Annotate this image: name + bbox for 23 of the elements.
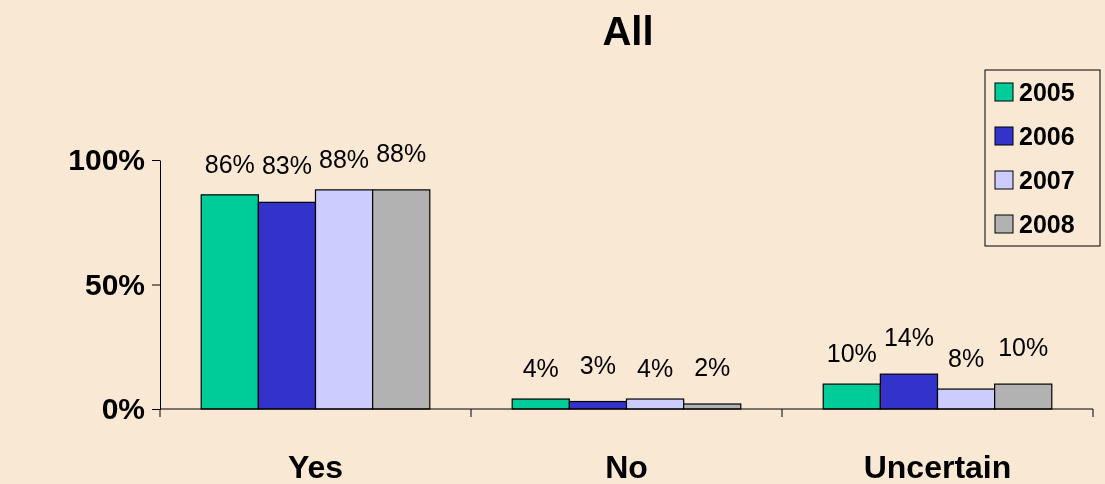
x-tick-label: Yes — [287, 449, 344, 484]
data-label: 4% — [637, 354, 674, 383]
data-label: 2% — [694, 353, 731, 382]
legend-label: 2008 — [1019, 210, 1075, 238]
x-tick-label: No — [605, 449, 648, 484]
data-label: 10% — [826, 339, 877, 368]
legend-label: 2006 — [1019, 122, 1075, 150]
y-tick-label: 100% — [68, 143, 145, 177]
data-label: 88% — [319, 144, 370, 173]
data-label: 86% — [204, 149, 255, 178]
y-tick-label: 0% — [101, 392, 145, 426]
data-label: 10% — [998, 333, 1049, 362]
data-label: 3% — [579, 350, 616, 379]
legend-label: 2007 — [1019, 166, 1075, 194]
x-tick-label: Uncertain — [863, 449, 1012, 484]
chart-title: All — [602, 9, 654, 53]
data-label: 4% — [522, 354, 559, 383]
data-label: 8% — [948, 344, 985, 373]
legend-label: 2005 — [1019, 78, 1075, 106]
data-label: 83% — [261, 151, 312, 180]
data-label: 88% — [376, 138, 427, 167]
y-tick-label: 50% — [84, 267, 145, 301]
data-label: 14% — [883, 323, 934, 352]
